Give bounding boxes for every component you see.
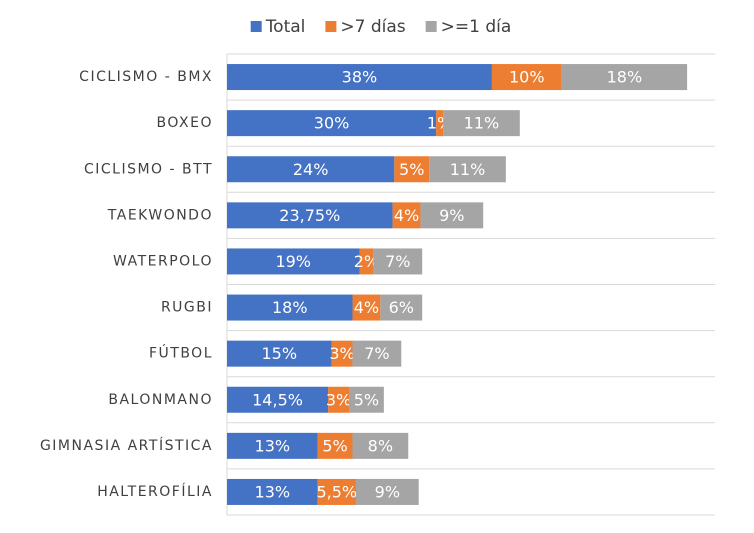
bar-segment xyxy=(373,248,423,275)
bar-segment xyxy=(443,110,520,137)
value-label: 4% xyxy=(394,206,419,225)
bar-segment xyxy=(420,202,484,229)
bar-segment xyxy=(429,156,506,183)
value-label: 4% xyxy=(354,298,379,317)
value-label: 11% xyxy=(464,114,500,133)
category-label: GIMNASIA ARTÍSTICA xyxy=(40,437,213,454)
category-label: CICLISMO - BTT xyxy=(84,161,213,177)
value-label: 3% xyxy=(326,390,351,409)
value-label: 9% xyxy=(375,482,400,501)
value-label: 5% xyxy=(354,390,379,409)
category-label: HALTEROFÍLIA xyxy=(97,483,213,500)
bar-segment xyxy=(352,294,381,321)
value-label: 6% xyxy=(389,298,414,317)
bar-segment xyxy=(227,340,332,367)
value-label: 10% xyxy=(509,68,545,87)
category-label: RUGBI xyxy=(161,300,213,316)
bar-segment xyxy=(380,294,423,321)
legend-swatch xyxy=(425,21,437,32)
bar-segment xyxy=(355,478,419,505)
bar-segment xyxy=(227,156,395,183)
value-label: 13% xyxy=(255,482,291,501)
legend-label: >7 días xyxy=(340,17,405,37)
bar-segment xyxy=(561,64,688,91)
value-label: 5% xyxy=(322,436,347,455)
bar-segment xyxy=(317,478,356,505)
value-label: 7% xyxy=(385,252,410,271)
bar-segment xyxy=(317,432,353,459)
bar-segment xyxy=(392,202,421,229)
value-label: 24% xyxy=(293,160,329,179)
value-label: 18% xyxy=(607,68,643,87)
bar-segment xyxy=(331,340,353,367)
value-label: 9% xyxy=(439,206,464,225)
legend-label: Total xyxy=(265,17,306,37)
bar-segment xyxy=(491,64,562,91)
bar-segment xyxy=(227,202,393,229)
bar-segment xyxy=(227,478,318,505)
value-label: 19% xyxy=(275,252,311,271)
category-label: BOXEO xyxy=(157,115,213,131)
value-label: 11% xyxy=(450,160,486,179)
legend-swatch xyxy=(325,21,337,32)
bar-segment xyxy=(394,156,430,183)
value-label: 15% xyxy=(262,344,298,363)
bar-segment xyxy=(349,386,384,413)
bar-segment xyxy=(227,432,318,459)
bar-segment xyxy=(352,432,409,459)
bar-segment xyxy=(227,110,437,137)
value-label: 30% xyxy=(314,114,350,133)
bar-segment xyxy=(359,248,374,275)
value-label: 14,5% xyxy=(252,390,303,409)
category-label: TAEKWONDO xyxy=(107,207,213,223)
bar-segment xyxy=(352,340,402,367)
value-label: 3% xyxy=(329,344,354,363)
bar-segment xyxy=(227,386,329,413)
value-label: 23,75% xyxy=(279,206,340,225)
bar-segment xyxy=(227,64,492,91)
value-label: 18% xyxy=(272,298,308,317)
bar-segment xyxy=(328,386,349,413)
legend-swatch xyxy=(250,21,262,32)
value-label: 2% xyxy=(354,252,379,271)
value-label: 5% xyxy=(399,160,424,179)
category-label: CICLISMO - BMX xyxy=(79,69,213,85)
bar-segment xyxy=(227,248,360,275)
category-label: FÚTBOL xyxy=(149,344,213,362)
value-label: 5,5% xyxy=(316,482,357,501)
value-label: 13% xyxy=(255,436,291,455)
bar-segment xyxy=(227,294,353,321)
value-label: 8% xyxy=(368,436,393,455)
value-label: 38% xyxy=(342,68,378,87)
value-label: 7% xyxy=(364,344,389,363)
category-label: WATERPOLO xyxy=(113,253,213,269)
category-label: BALONMANO xyxy=(108,392,213,408)
bar-segment xyxy=(436,110,444,137)
legend-label: >=1 día xyxy=(441,17,512,37)
